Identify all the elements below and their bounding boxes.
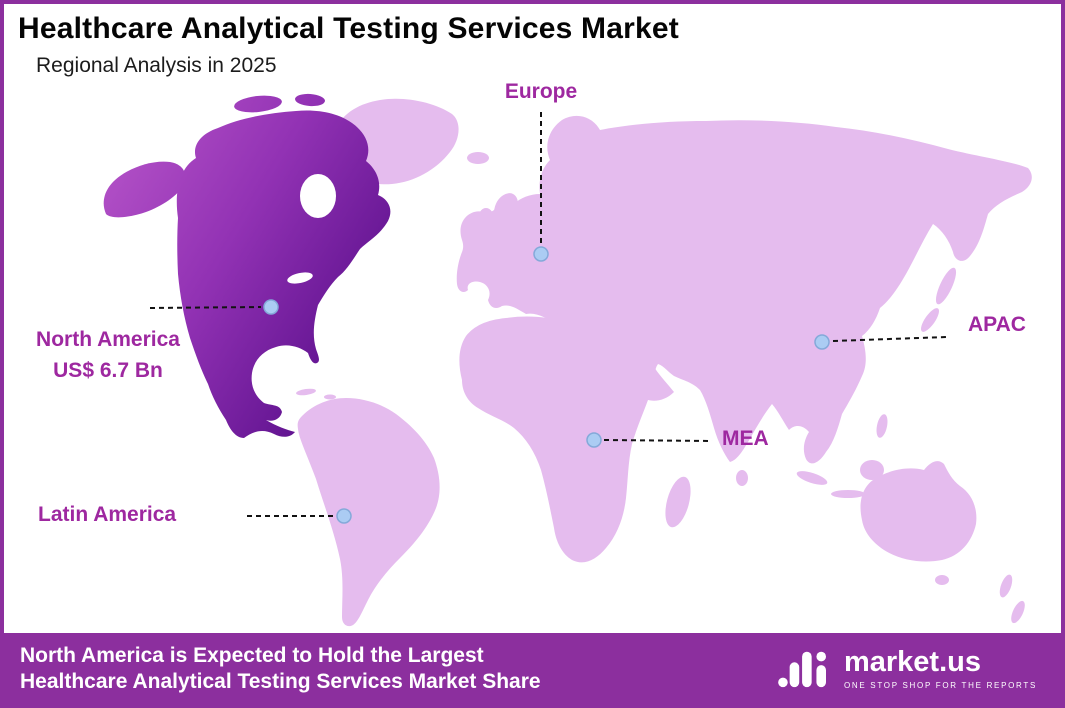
connector-mea [603, 439, 713, 442]
region-label-latin-america: Latin America [38, 503, 177, 526]
region-alaska [103, 161, 186, 218]
island-sri-lanka [736, 470, 748, 486]
banner-line1: North America is Expected to Hold the La… [20, 643, 484, 667]
logo-tagline: ONE STOP SHOP FOR THE REPORTS [843, 680, 1037, 690]
markers [263, 246, 830, 524]
connector-north-america [149, 306, 262, 309]
continent-australia [860, 461, 977, 562]
island-uk [494, 193, 518, 228]
marker-mea [586, 432, 602, 448]
marker-apac [814, 334, 830, 350]
island-philippines [876, 414, 888, 438]
connectors [149, 112, 948, 517]
island-new-zealand-south [1011, 600, 1025, 624]
page-title: Healthcare Analytical Testing Services M… [18, 12, 679, 45]
island-madagascar [665, 476, 691, 528]
arctic-islands-west [234, 95, 282, 113]
region-label-north-america: North America US$ 6.7 Bn [8, 324, 208, 386]
region-value-north-america: US$ 6.7 Bn [53, 359, 163, 382]
island-sumatra [796, 471, 828, 485]
page-subtitle: Regional Analysis in 2025 [36, 54, 277, 77]
region-label-apac: APAC [968, 313, 1026, 336]
footer-banner: North America is Expected to Hold the La… [4, 633, 1061, 704]
logo-brand: market.us [843, 645, 981, 678]
island-ireland [479, 208, 493, 224]
region-label-europe: Europe [504, 80, 578, 103]
island-japan-south [920, 308, 940, 332]
header: Healthcare Analytical Testing Services M… [18, 12, 679, 78]
island-tasmania [935, 575, 949, 585]
arctic-islands-east [295, 93, 325, 107]
marker-europe [533, 246, 549, 262]
region-name-north-america: North America [36, 328, 180, 351]
island-new-zealand-north [999, 574, 1013, 598]
marker-latin-america [336, 508, 352, 524]
island-borneo [860, 460, 884, 480]
marker-north-america [263, 299, 279, 315]
continent-africa [459, 304, 674, 563]
continent-eurasia [456, 115, 1032, 464]
banner-line2: Healthcare Analytical Testing Services M… [20, 669, 541, 693]
island-hispaniola [324, 394, 336, 400]
connector-apac [832, 336, 948, 342]
logo-text: market.us ONE STOP SHOP FOR THE REPORTS [843, 645, 1037, 690]
continent-north-america [176, 110, 391, 438]
island-iceland [467, 152, 489, 164]
continent-south-america [297, 398, 440, 627]
island-cuba [296, 388, 316, 396]
continents [103, 93, 1032, 627]
marketus-logo-icon [778, 651, 826, 687]
marketus-logo: market.us ONE STOP SHOP FOR THE REPORTS [776, 647, 1045, 691]
island-java [831, 490, 865, 498]
banner-text: North America is Expected to Hold the La… [20, 643, 541, 695]
region-label-mea: MEA [722, 427, 769, 450]
hudson-bay [300, 174, 336, 218]
island-japan-north [935, 267, 957, 305]
great-lakes [287, 272, 313, 284]
